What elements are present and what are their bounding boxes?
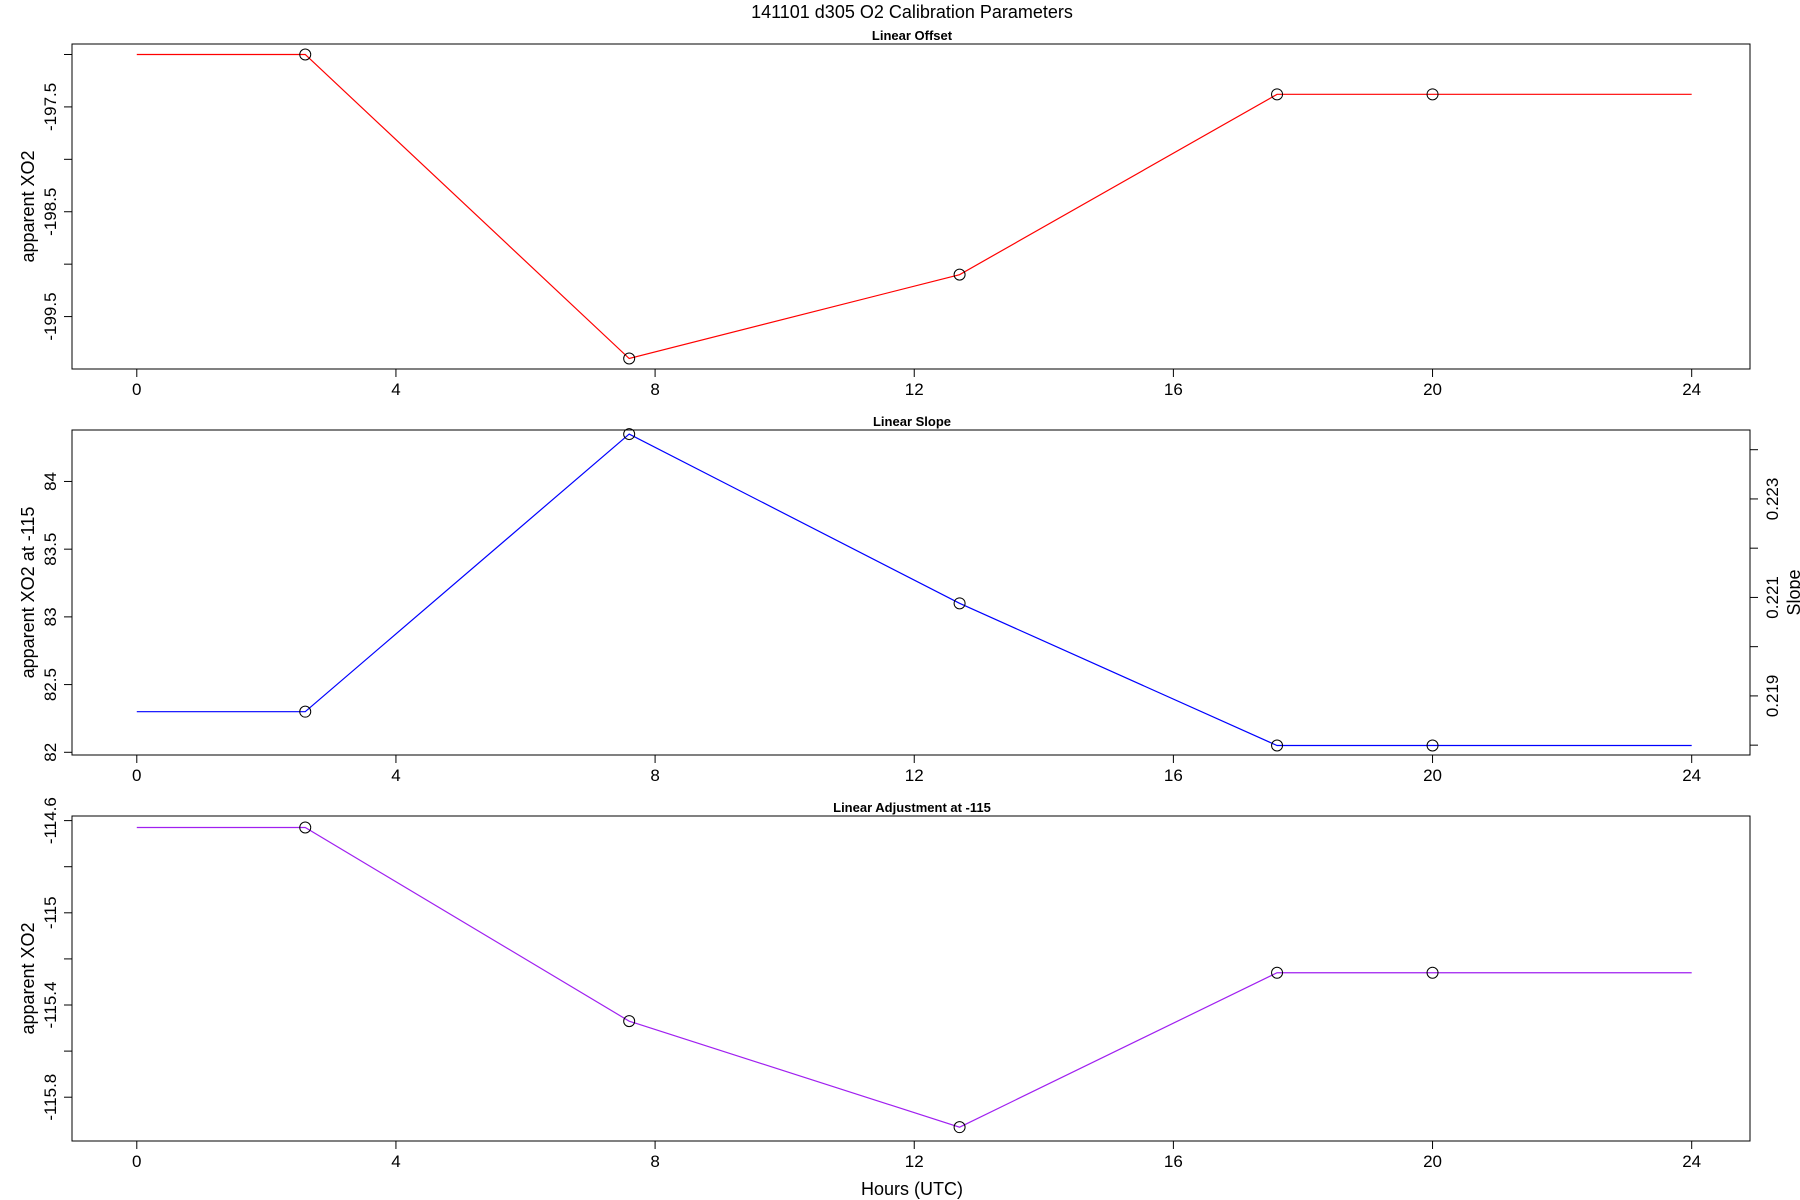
y-tick-label: -199.5 xyxy=(41,292,60,340)
series-line xyxy=(136,433,1692,747)
data-point xyxy=(1271,739,1284,752)
y-tick-label: 83 xyxy=(41,607,60,626)
data-point xyxy=(623,1015,636,1028)
y-axis-label: apparent XO2 at -115 xyxy=(18,507,38,679)
data-point xyxy=(953,268,966,281)
y-tick-label: 84 xyxy=(41,472,60,491)
data-point xyxy=(1271,966,1284,979)
plot-frame xyxy=(71,429,1751,756)
y-tick-label: 82.5 xyxy=(41,668,60,701)
x-tick-label: 12 xyxy=(905,380,924,399)
plot-panels: Linear Offset 0 4 8 12 16 20 24 -199.5 -198.5 -197… xyxy=(18,28,1800,1171)
x-tick-label: 20 xyxy=(1423,1152,1442,1171)
x-tick-label: 0 xyxy=(132,380,141,399)
panel-title: Linear Adjustment at -115 xyxy=(833,800,991,815)
x-tick-label: 0 xyxy=(132,1152,141,1171)
y-tick-label: 82 xyxy=(41,743,60,762)
y-tick-label: -115 xyxy=(41,896,60,929)
data-point xyxy=(1426,88,1439,101)
x-tick-label: 8 xyxy=(650,380,659,399)
series-line xyxy=(136,53,1692,360)
x-tick-label: 24 xyxy=(1682,380,1701,399)
y-right-tick-label: 0.219 xyxy=(1763,675,1782,718)
x-tick-label: 0 xyxy=(132,766,141,785)
plot-frame xyxy=(71,815,1751,1142)
x-tick-label: 24 xyxy=(1682,1152,1701,1171)
data-point xyxy=(299,48,312,61)
data-point xyxy=(299,821,312,834)
x-tick-label: 4 xyxy=(391,1152,400,1171)
x-tick-label: 16 xyxy=(1164,766,1183,785)
y-right-axis-label: Slope xyxy=(1784,569,1800,615)
y-tick-label: -197.5 xyxy=(41,83,60,131)
plot-frame xyxy=(71,43,1751,370)
panel-1: Linear Offset 0 4 8 12 16 20 24 -199.5 -198.5 -197… xyxy=(18,28,1751,399)
y-tick-label: -114.6 xyxy=(41,797,60,844)
x-tick-label: 8 xyxy=(650,766,659,785)
data-point xyxy=(299,705,312,718)
data-point xyxy=(623,352,636,365)
x-tick-label: 12 xyxy=(905,1152,924,1171)
x-tick-label: 16 xyxy=(1164,380,1183,399)
panel-3: Linear Adjustment at -115 0 4 8 12 16 20 24 -115… xyxy=(18,797,1751,1171)
x-tick-label: 20 xyxy=(1423,766,1442,785)
data-point xyxy=(953,597,966,610)
data-point xyxy=(623,428,636,441)
y-tick-label: -198.5 xyxy=(41,188,60,236)
x-tick-label: 16 xyxy=(1164,1152,1183,1171)
panel-title: Linear Slope xyxy=(873,414,951,429)
data-point xyxy=(1271,88,1284,101)
y-tick-label: -115.4 xyxy=(41,982,60,1029)
x-tick-label: 20 xyxy=(1423,380,1442,399)
data-point xyxy=(953,1121,966,1134)
series-line xyxy=(136,826,1692,1128)
panel-title: Linear Offset xyxy=(872,28,953,43)
x-tick-label: 8 xyxy=(650,1152,659,1171)
x-axis-label: Hours (UTC) xyxy=(861,1179,963,1199)
y-right-tick-label: 0.221 xyxy=(1763,576,1782,619)
data-point xyxy=(1426,966,1439,979)
panel-2: Linear Slope 0 4 8 12 16 20 24 82 82.5 83 83.5 84 0.2… xyxy=(18,414,1800,785)
x-tick-label: 4 xyxy=(391,380,400,399)
x-tick-label: 4 xyxy=(391,766,400,785)
figure-title: 141101 d305 O2 Calibration Parameters xyxy=(751,2,1073,22)
y-axis-label: apparent XO2 xyxy=(18,922,38,1034)
y-tick-label: 83.5 xyxy=(41,533,60,566)
data-point xyxy=(1426,739,1439,752)
x-tick-label: 12 xyxy=(905,766,924,785)
y-axis-label: apparent XO2 xyxy=(18,150,38,262)
y-right-tick-label: 0.223 xyxy=(1763,478,1782,521)
y-tick-label: -115.8 xyxy=(41,1074,60,1121)
x-tick-label: 24 xyxy=(1682,766,1701,785)
